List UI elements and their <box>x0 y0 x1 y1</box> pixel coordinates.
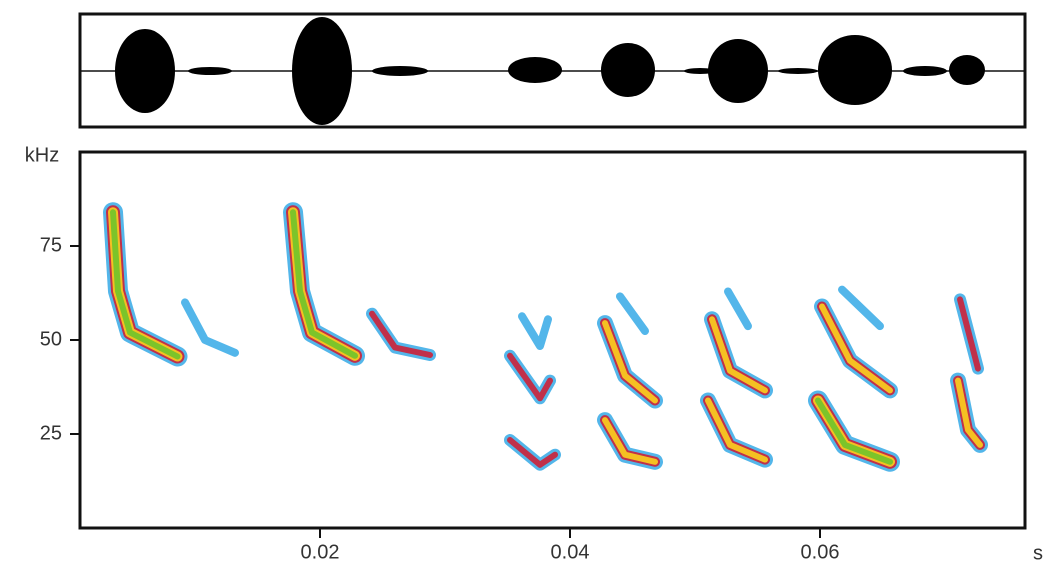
call-trace <box>817 301 895 396</box>
call-trace <box>819 303 893 394</box>
waveform-burst <box>188 67 232 75</box>
y-axis-label: kHz <box>25 144 59 166</box>
call-trace <box>602 320 658 404</box>
call-trace <box>705 397 768 463</box>
waveform-burst <box>818 35 892 105</box>
call-trace <box>838 285 884 331</box>
x-tick-label: 0.06 <box>801 541 840 563</box>
call-trace <box>507 352 553 402</box>
y-tick-label: 25 <box>40 422 62 444</box>
waveform-burst <box>708 39 768 103</box>
oscillogram <box>78 12 1027 129</box>
y-tick-label: 50 <box>40 328 62 350</box>
spectrogram <box>103 202 988 472</box>
x-tick-label: 0.02 <box>301 541 340 563</box>
waveform-burst <box>372 66 428 76</box>
call-trace <box>518 312 552 350</box>
call-trace <box>955 377 983 448</box>
waveform-burst <box>292 17 352 125</box>
call-trace <box>616 292 649 335</box>
call-trace <box>290 209 358 359</box>
call-trace <box>709 316 768 394</box>
spectrogram-frame <box>78 150 1027 530</box>
waveform-burst <box>601 43 655 97</box>
call-trace <box>957 296 981 372</box>
waveform-burst <box>903 66 947 76</box>
call-trace <box>507 437 558 468</box>
call-trace <box>815 397 893 465</box>
call-trace <box>110 209 181 360</box>
waveform-burst <box>115 29 175 113</box>
call-trace <box>181 298 239 357</box>
x-axis-label: s <box>1033 542 1043 564</box>
y-tick-label: 75 <box>40 234 62 256</box>
waveform-burst <box>508 57 562 83</box>
waveform-burst <box>949 55 985 85</box>
call-trace <box>724 287 752 331</box>
call-trace <box>602 417 658 465</box>
call-trace <box>369 310 433 358</box>
waveform-burst <box>778 68 818 74</box>
waveform-burst <box>684 68 716 74</box>
x-tick-label: 0.04 <box>551 541 590 563</box>
